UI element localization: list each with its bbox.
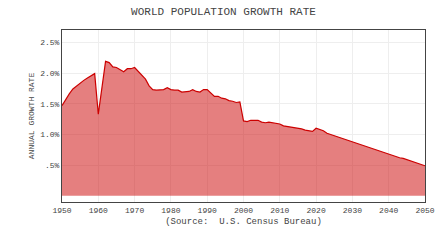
svg-text:(Source: U.S. Census Bureau): (Source: U.S. Census Bureau) <box>165 217 322 227</box>
svg-text:1.5%: 1.5% <box>40 100 59 109</box>
svg-text:2010: 2010 <box>270 206 289 215</box>
svg-text:ANNUAL GROWTH RATE: ANNUAL GROWTH RATE <box>27 73 36 160</box>
svg-text:2040: 2040 <box>379 206 398 215</box>
svg-text:2000: 2000 <box>234 206 253 215</box>
svg-text:1980: 1980 <box>161 206 180 215</box>
svg-text:.5%: .5% <box>45 161 60 170</box>
svg-text:1950: 1950 <box>52 206 71 215</box>
svg-text:1990: 1990 <box>198 206 217 215</box>
svg-text:2.5%: 2.5% <box>40 38 59 47</box>
svg-text:2030: 2030 <box>343 206 362 215</box>
svg-text:2020: 2020 <box>306 206 325 215</box>
svg-text:1.0%: 1.0% <box>40 130 59 139</box>
svg-text:2.0%: 2.0% <box>40 69 59 78</box>
svg-text:2050: 2050 <box>415 206 434 215</box>
svg-text:1970: 1970 <box>125 206 144 215</box>
svg-text:WORLD POPULATION GROWTH RATE: WORLD POPULATION GROWTH RATE <box>131 6 316 18</box>
svg-text:1960: 1960 <box>89 206 108 215</box>
